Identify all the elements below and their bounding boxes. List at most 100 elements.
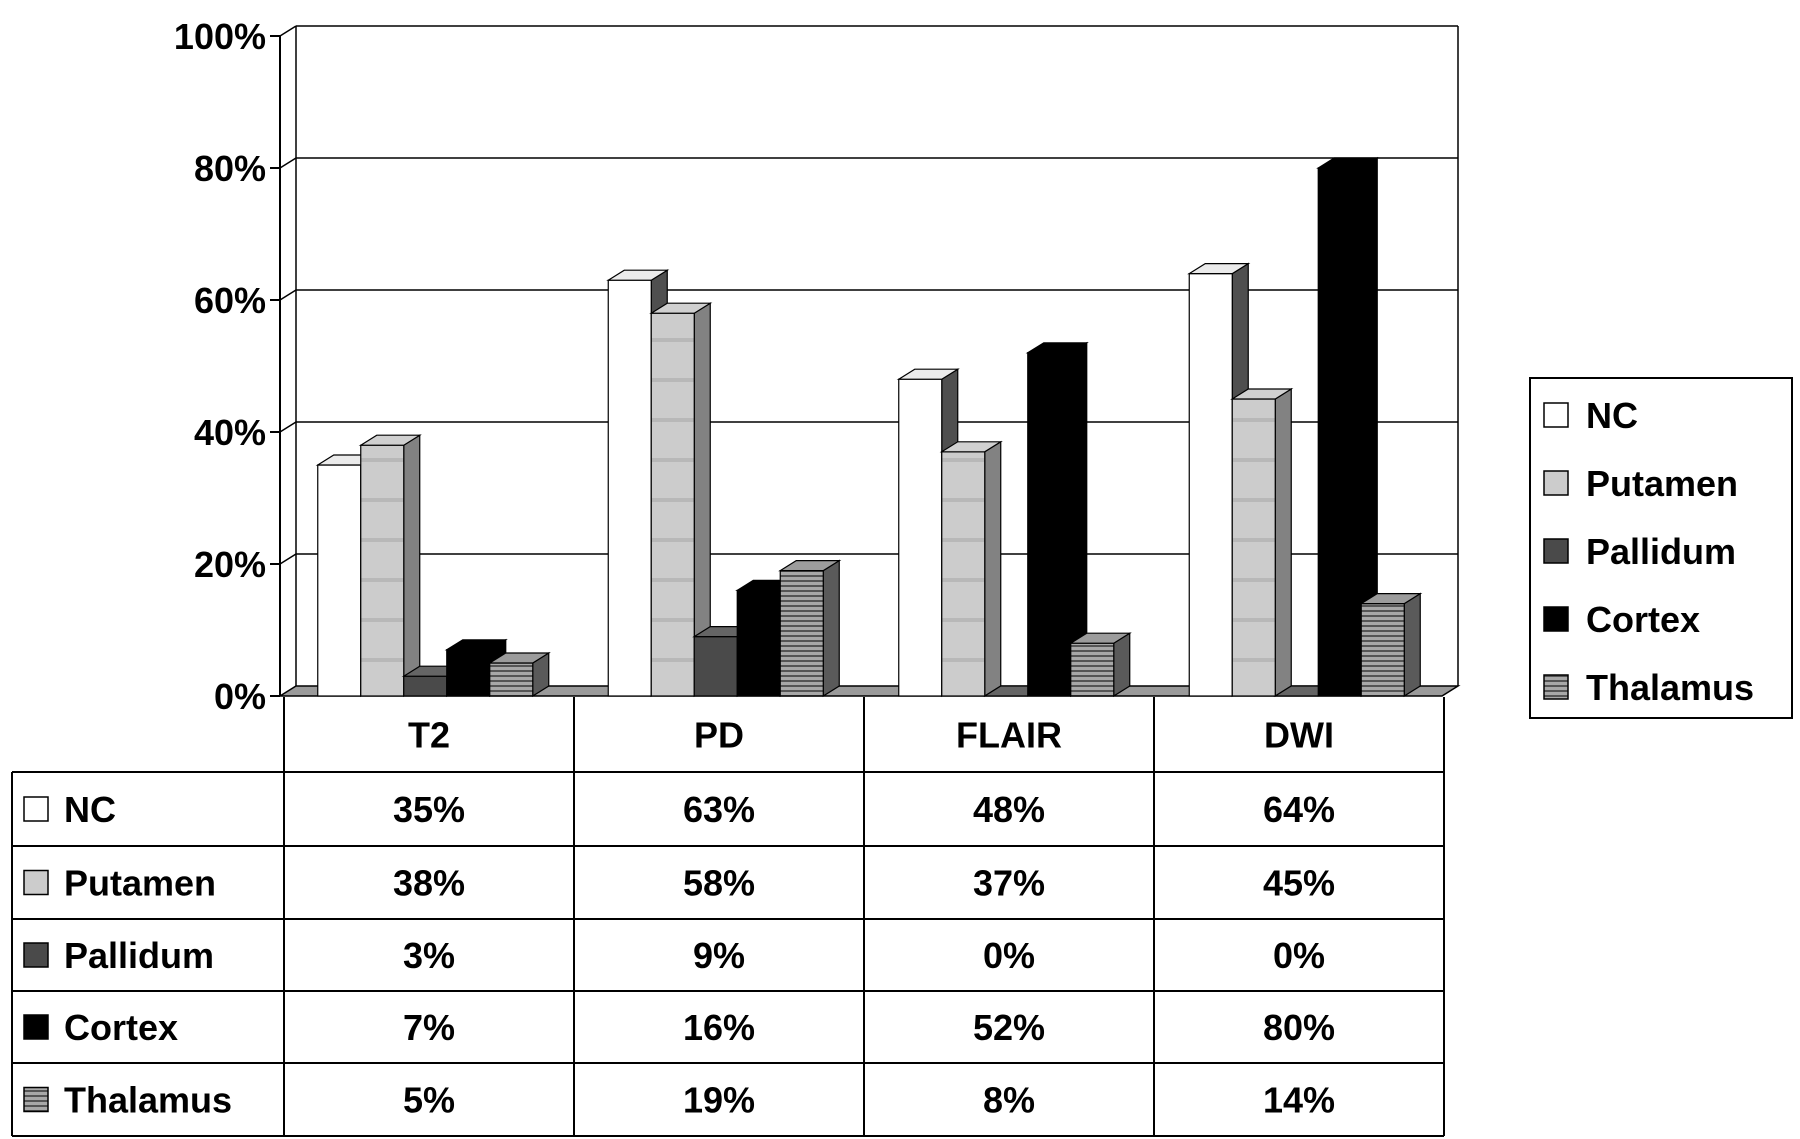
table-legend-swatch bbox=[23, 1014, 49, 1040]
bar-top bbox=[1230, 388, 1294, 400]
table-legend-swatch bbox=[23, 796, 49, 822]
gridline-wall bbox=[279, 157, 297, 169]
bar-top bbox=[358, 434, 422, 446]
data-label: 19% bbox=[683, 1080, 755, 1121]
bar-front bbox=[1317, 167, 1362, 697]
legend-label: Thalamus bbox=[1586, 667, 1754, 708]
bar-side bbox=[984, 440, 1002, 698]
chart-bars bbox=[315, 156, 1423, 698]
bar-front bbox=[941, 451, 986, 697]
data-label: 35% bbox=[393, 789, 465, 830]
bar-front bbox=[446, 649, 491, 697]
bar-top bbox=[444, 639, 508, 651]
table-legend-swatch bbox=[23, 942, 49, 968]
bar-front bbox=[736, 589, 781, 697]
bar-front bbox=[317, 464, 362, 697]
table-legend-swatch bbox=[23, 1086, 49, 1113]
data-label: 45% bbox=[1263, 863, 1335, 904]
bar-flair-thalamus bbox=[1068, 632, 1132, 698]
data-label: 9% bbox=[693, 935, 745, 976]
data-label: 0% bbox=[1273, 935, 1325, 976]
table-row-label: Pallidum bbox=[64, 935, 214, 976]
bar-top bbox=[649, 302, 713, 314]
legend-label: Cortex bbox=[1586, 599, 1700, 640]
bar-t2-thalamus bbox=[487, 651, 551, 698]
gridline-wall bbox=[279, 421, 297, 433]
bar-front bbox=[1188, 273, 1233, 697]
bar-top bbox=[896, 368, 960, 380]
bar-dwi-cortex bbox=[1316, 156, 1380, 698]
data-label: 63% bbox=[683, 789, 755, 830]
bar-top bbox=[487, 652, 551, 664]
legend-swatch bbox=[1543, 538, 1569, 564]
data-label: 80% bbox=[1263, 1007, 1335, 1048]
table-row-label: NC bbox=[64, 789, 116, 830]
bar-top bbox=[1068, 632, 1132, 644]
bar-front bbox=[607, 279, 652, 697]
bar-side bbox=[1113, 632, 1131, 698]
y-tick-label: 20% bbox=[194, 544, 266, 585]
chart-legend: NC Putamen Pallidum Cortex Thalamus bbox=[1529, 377, 1793, 719]
bar-top bbox=[778, 559, 842, 572]
bar-side bbox=[1403, 592, 1421, 698]
data-label: 58% bbox=[683, 863, 755, 904]
bar-top bbox=[1359, 592, 1423, 605]
bar-flair-cortex bbox=[1025, 341, 1089, 698]
bar-pd-putamen bbox=[649, 302, 713, 698]
legend-swatch bbox=[1543, 402, 1569, 428]
data-label: 0% bbox=[983, 935, 1035, 976]
y-tick-label: 100% bbox=[174, 16, 266, 57]
table-row-label: Cortex bbox=[64, 1007, 178, 1048]
legend-swatch bbox=[1543, 606, 1569, 632]
bar-front bbox=[650, 312, 695, 697]
bar-front bbox=[1027, 352, 1072, 697]
legend-swatch bbox=[1543, 674, 1569, 700]
data-label: 52% bbox=[973, 1007, 1045, 1048]
gridline-wall bbox=[279, 25, 297, 37]
gridline-wall bbox=[279, 289, 297, 301]
data-label: 3% bbox=[403, 935, 455, 976]
data-label: 16% bbox=[683, 1007, 755, 1048]
bar-front bbox=[1360, 602, 1405, 697]
bar-front bbox=[1070, 642, 1115, 697]
data-label: 8% bbox=[983, 1080, 1035, 1121]
y-tick-label: 40% bbox=[194, 412, 266, 453]
y-tick-label: 80% bbox=[194, 148, 266, 189]
table-row-label: Putamen bbox=[64, 863, 216, 904]
data-table: T2 PD FLAIR DWI NC 35% 63% 48% 64% Putamen 38% 58% 3… bbox=[11, 697, 1445, 1137]
bar-top bbox=[1187, 263, 1251, 275]
legend-box bbox=[1529, 377, 1793, 719]
legend-swatch bbox=[1543, 470, 1569, 496]
data-label: 5% bbox=[403, 1080, 455, 1121]
data-label: 7% bbox=[403, 1007, 455, 1048]
bar-front bbox=[693, 635, 738, 697]
data-label: 14% bbox=[1263, 1080, 1335, 1121]
bar-side bbox=[822, 559, 840, 698]
gridline-wall bbox=[279, 553, 297, 565]
legend-label: Putamen bbox=[1586, 463, 1738, 504]
bar-flair-putamen bbox=[939, 440, 1003, 698]
bar-front bbox=[360, 444, 405, 697]
data-label: 38% bbox=[393, 863, 465, 904]
x-category-label: PD bbox=[694, 715, 744, 756]
bar-front bbox=[403, 675, 448, 697]
bar-front bbox=[489, 662, 534, 697]
bar-side bbox=[403, 434, 421, 698]
x-category-label: FLAIR bbox=[956, 715, 1062, 756]
bar-pd-thalamus bbox=[778, 559, 842, 698]
bar-front bbox=[779, 569, 824, 697]
bar-top bbox=[939, 441, 1003, 453]
legend-label: NC bbox=[1586, 395, 1638, 436]
bar-t2-putamen bbox=[358, 434, 422, 698]
y-tick-label: 0% bbox=[214, 676, 266, 717]
bar-dwi-putamen bbox=[1230, 387, 1294, 698]
data-label: 64% bbox=[1263, 789, 1335, 830]
bar-dwi-thalamus bbox=[1359, 592, 1423, 698]
bar-side bbox=[1274, 387, 1292, 698]
data-label: 48% bbox=[973, 789, 1045, 830]
x-category-label: DWI bbox=[1264, 715, 1334, 756]
data-label: 37% bbox=[973, 863, 1045, 904]
table-legend-swatch bbox=[23, 869, 49, 896]
legend-label: Pallidum bbox=[1586, 531, 1736, 572]
